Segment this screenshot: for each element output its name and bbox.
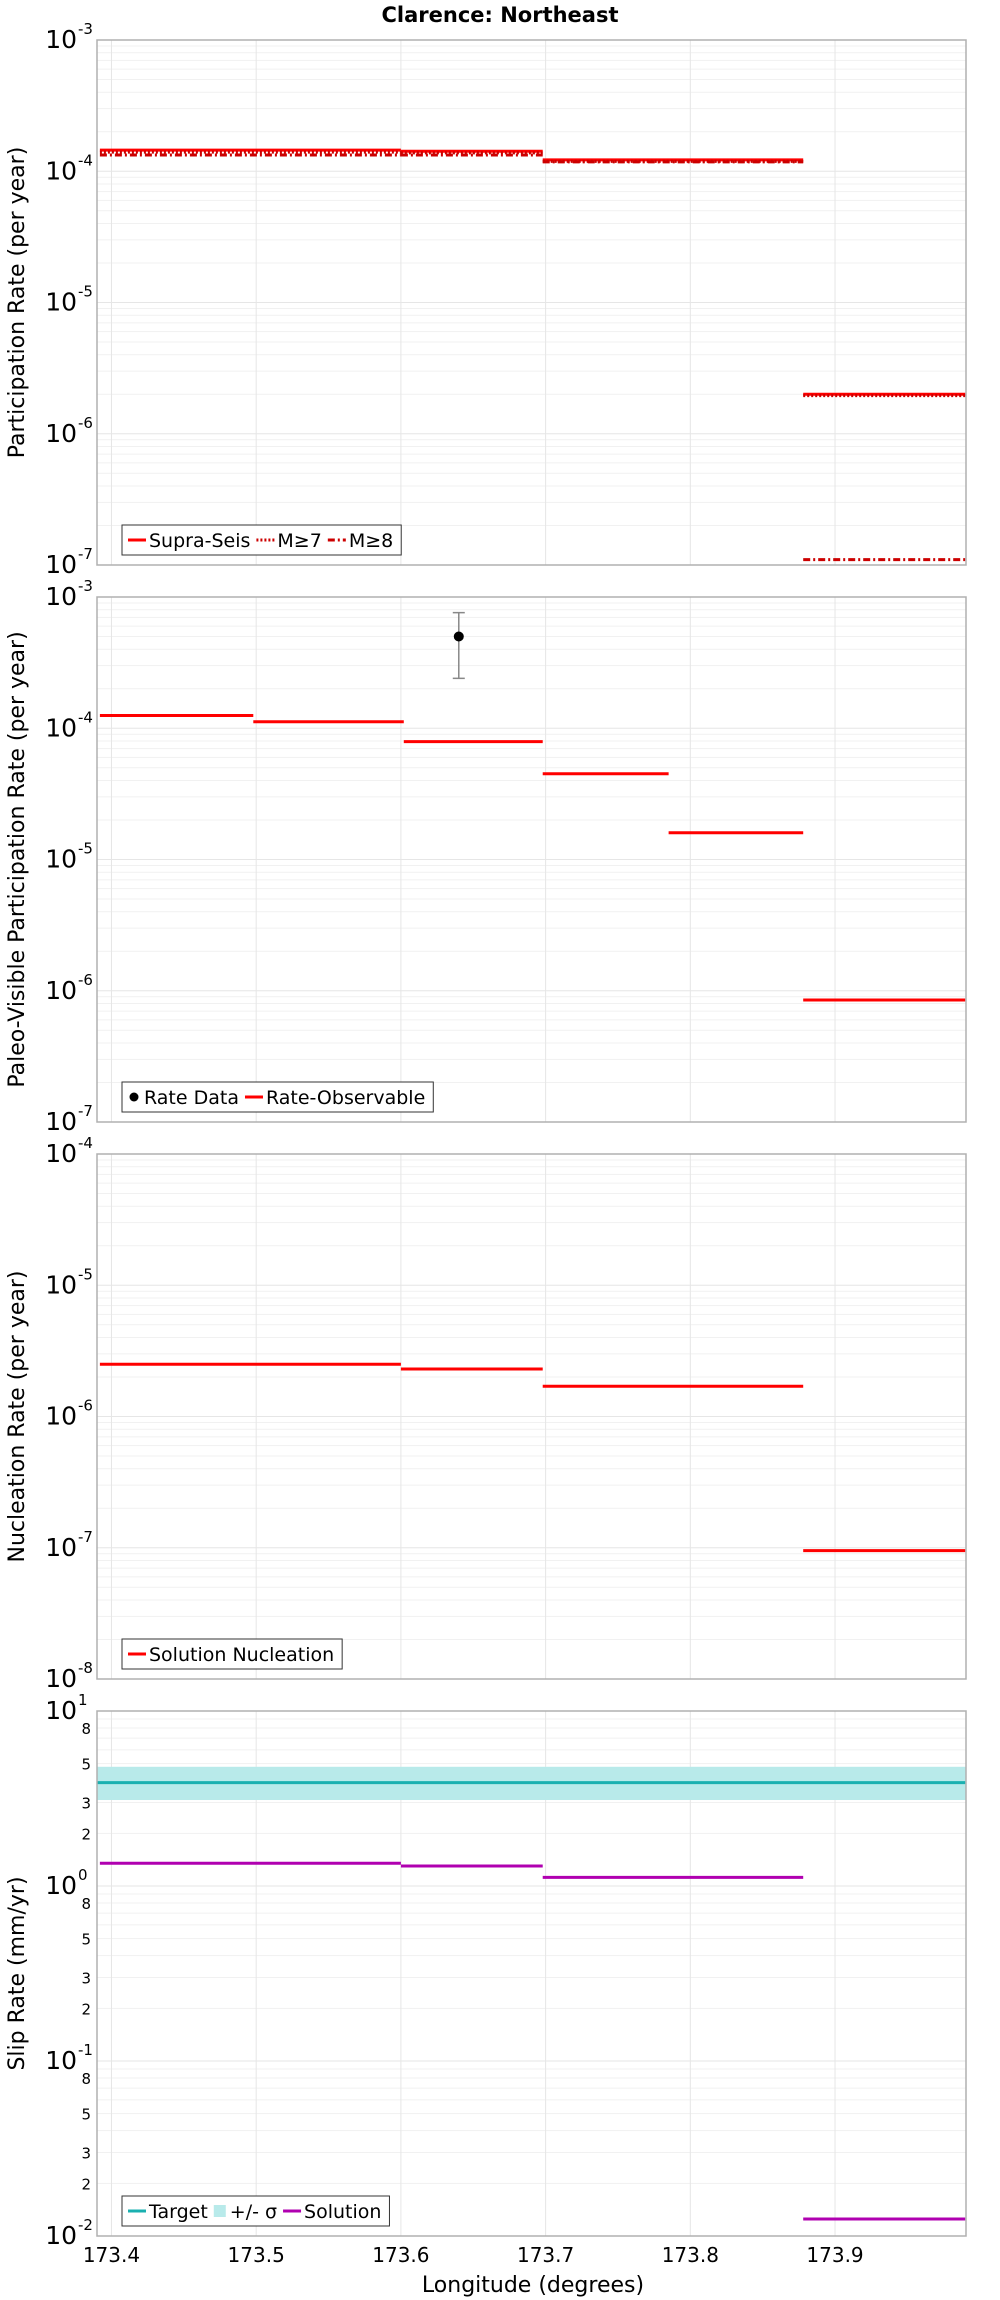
- legend: Rate Data Rate-Observable: [121, 1081, 434, 1113]
- legend-label: Rate-Observable: [266, 1087, 425, 1109]
- y-tick-label: 10: [45, 550, 77, 579]
- legend-marker: [129, 1092, 139, 1102]
- y-minor-tick-label: 5: [81, 2106, 91, 2124]
- legend-label: Solution Nucleation: [149, 1644, 334, 1666]
- y-minor-tick-label: 5: [81, 1756, 91, 1774]
- y-tick-label: 10: [45, 582, 77, 611]
- y-tick-label: 10: [45, 713, 77, 742]
- y-tick-label: 10: [45, 1270, 77, 1299]
- y-axis-label: Paleo-Visible Participation Rate (per ye…: [5, 631, 30, 1087]
- legend-box: [121, 1638, 343, 1670]
- plot-frame: [96, 1710, 967, 2237]
- y-tick-exponent: -7: [78, 545, 93, 563]
- y-tick-exponent: -4: [78, 1134, 93, 1152]
- x-tick-label: 173.8: [662, 2243, 719, 2267]
- plot-frame: [96, 1153, 967, 1680]
- y-tick-label: 10: [45, 2221, 77, 2250]
- y-tick-exponent: -8: [78, 1659, 93, 1677]
- legend-box: [121, 1081, 434, 1113]
- legend: Solution Nucleation: [121, 1638, 343, 1670]
- data-point: [453, 631, 464, 642]
- y-minor-tick-label: 2: [81, 2000, 91, 2018]
- y-tick-exponent: -7: [78, 1102, 93, 1120]
- plot-frame: [96, 596, 967, 1123]
- legend: Target +/- σ Solution: [121, 2195, 390, 2227]
- y-minor-tick-label: 8: [81, 2070, 91, 2088]
- y-tick-label: 10: [45, 1696, 77, 1725]
- y-tick-exponent: 1: [78, 1691, 88, 1709]
- y-tick-label: 10: [45, 1871, 77, 1900]
- y-tick-exponent: -4: [78, 151, 93, 169]
- y-tick-label: 10: [45, 25, 77, 54]
- y-minor-tick-label: 3: [81, 2145, 91, 2163]
- y-axis-label: Slip Rate (mm/yr): [5, 1876, 30, 2070]
- y-tick-exponent: -3: [78, 20, 93, 38]
- y-tick-label: 10: [45, 2046, 77, 2075]
- y-tick-label: 10: [45, 419, 77, 448]
- y-tick-label: 10: [45, 845, 77, 874]
- x-tick-label: 173.5: [228, 2243, 285, 2267]
- y-tick-label: 10: [45, 1533, 77, 1562]
- y-axis-label: Participation Rate (per year): [5, 147, 30, 459]
- y-tick-exponent: -6: [78, 414, 93, 432]
- y-tick-label: 10: [45, 288, 77, 317]
- legend-label: Rate Data: [144, 1087, 239, 1109]
- y-tick-label: 10: [45, 1107, 77, 1136]
- legend-label: Solution: [304, 2201, 381, 2223]
- legend-label: M≥8: [349, 530, 393, 552]
- y-tick-exponent: -3: [78, 577, 93, 595]
- y-tick-exponent: 0: [78, 1866, 88, 1884]
- legend: Supra-Seis M≥7 M≥8: [121, 524, 402, 556]
- y-tick-exponent: -5: [78, 1265, 93, 1283]
- y-tick-exponent: -5: [78, 840, 93, 858]
- legend-box: [121, 2195, 390, 2227]
- y-minor-tick-label: 3: [81, 1795, 91, 1813]
- x-tick-label: 173.7: [517, 2243, 574, 2267]
- y-minor-tick-label: 8: [81, 1720, 91, 1738]
- y-tick-label: 10: [45, 1402, 77, 1431]
- y-tick-label: 10: [45, 1664, 77, 1693]
- legend-label: Supra-Seis: [149, 530, 250, 552]
- legend-label: Target: [148, 2201, 208, 2223]
- y-tick-label: 10: [45, 1139, 77, 1168]
- x-tick-label: 173.9: [806, 2243, 863, 2267]
- x-tick-label: 173.4: [83, 2243, 140, 2267]
- y-minor-tick-label: 3: [81, 1970, 91, 1988]
- y-tick-label: 10: [45, 156, 77, 185]
- y-tick-exponent: -4: [78, 708, 93, 726]
- legend-band-sample: [213, 2205, 226, 2217]
- chart-title: Clarence: Northeast: [381, 3, 618, 27]
- plot-frame: [96, 39, 967, 566]
- y-tick-exponent: -6: [78, 971, 93, 989]
- y-tick-exponent: -1: [78, 2041, 93, 2059]
- x-axis-label: Longitude (degrees): [422, 2273, 644, 2298]
- y-tick-exponent: -5: [78, 283, 93, 301]
- legend-label: M≥7: [277, 530, 321, 552]
- y-minor-tick-label: 2: [81, 1825, 91, 1843]
- y-tick-exponent: -2: [78, 2216, 93, 2234]
- x-tick-label: 173.6: [372, 2243, 429, 2267]
- y-axis-label: Nucleation Rate (per year): [5, 1271, 30, 1563]
- y-minor-tick-label: 2: [81, 2175, 91, 2193]
- y-tick-exponent: -6: [78, 1397, 93, 1415]
- y-minor-tick-label: 8: [81, 1895, 91, 1913]
- y-tick-exponent: -7: [78, 1528, 93, 1546]
- legend-label: +/- σ: [230, 2201, 277, 2223]
- y-minor-tick-label: 5: [81, 1931, 91, 1949]
- y-tick-label: 10: [45, 976, 77, 1005]
